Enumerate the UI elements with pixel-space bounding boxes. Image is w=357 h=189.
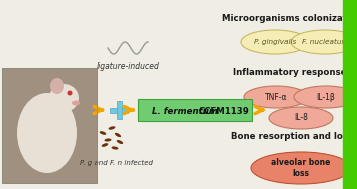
FancyBboxPatch shape — [138, 99, 252, 121]
Ellipse shape — [269, 107, 333, 129]
Text: Microorganisms colonization: Microorganisms colonization — [222, 14, 357, 23]
Text: L. fermentum: L. fermentum — [152, 106, 218, 115]
Bar — [343, 0, 357, 189]
Ellipse shape — [67, 91, 72, 95]
Text: P. gingivalis: P. gingivalis — [254, 39, 296, 45]
Text: ligature-induced: ligature-induced — [96, 62, 160, 71]
Ellipse shape — [72, 101, 80, 105]
Ellipse shape — [117, 140, 123, 144]
Ellipse shape — [109, 126, 115, 130]
Text: IL-1β: IL-1β — [317, 92, 335, 101]
Text: TNF-α: TNF-α — [265, 92, 287, 101]
Bar — [2, 68, 97, 183]
Text: Bone resorption and loss: Bone resorption and loss — [231, 132, 353, 141]
Ellipse shape — [244, 86, 308, 108]
Ellipse shape — [100, 131, 106, 135]
Ellipse shape — [294, 86, 357, 108]
Bar — [2, 68, 97, 183]
Ellipse shape — [49, 84, 79, 112]
Ellipse shape — [115, 133, 121, 137]
Ellipse shape — [251, 152, 351, 184]
Ellipse shape — [50, 78, 64, 94]
Text: IL-8: IL-8 — [294, 114, 308, 122]
Bar — [110, 108, 128, 113]
Ellipse shape — [291, 30, 357, 54]
Text: alveolar bone
loss: alveolar bone loss — [271, 158, 331, 178]
Ellipse shape — [241, 30, 309, 54]
Text: CCFM1139: CCFM1139 — [198, 106, 250, 115]
Ellipse shape — [111, 146, 119, 150]
Text: F. nucleatum: F. nucleatum — [302, 39, 348, 45]
Ellipse shape — [105, 139, 111, 142]
Text: Inflammatory responses: Inflammatory responses — [233, 68, 351, 77]
Bar — [117, 101, 122, 119]
Ellipse shape — [102, 143, 108, 147]
Ellipse shape — [17, 93, 77, 173]
Text: P. g and F. n infected: P. g and F. n infected — [80, 160, 154, 166]
